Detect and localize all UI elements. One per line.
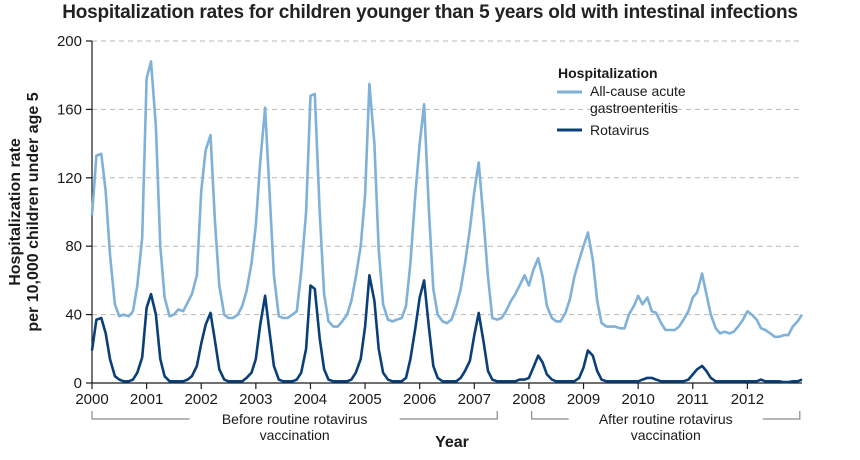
- legend-label-rotavirus: Rotavirus: [590, 122, 649, 138]
- x-tick-labels: 2000 2001 2002 2003 2004 2005 2006 2007 2008 2009…: [75, 383, 764, 408]
- y-tick-label-160: 160: [57, 101, 82, 118]
- x-tick-label-2005: 2005: [348, 391, 381, 408]
- x-tick-label-2003: 2003: [239, 391, 272, 408]
- period-bracket-left-before: [91, 411, 190, 420]
- x-tick-label-2001: 2001: [130, 391, 163, 408]
- y-tick-labels: 0 40 80 120 160 200: [57, 33, 92, 392]
- y-tick-label-40: 40: [65, 307, 82, 324]
- x-tick-label-2010: 2010: [621, 391, 654, 408]
- x-tick-label-2006: 2006: [403, 391, 436, 408]
- y-tick-label-120: 120: [57, 170, 82, 187]
- x-axis-title: Year: [435, 434, 469, 451]
- y-axis-title-line-1: Hospitalization rate: [7, 138, 24, 286]
- axes: [91, 41, 802, 384]
- legend: Hospitalization All-cause acute gastroen…: [557, 65, 686, 138]
- period-bracket-right-before: [399, 411, 498, 420]
- x-tick-label-2011: 2011: [677, 391, 709, 408]
- period-label-before-line-2: vaccination: [260, 427, 330, 443]
- legend-label-all-cause-line-1: All-cause acute: [590, 83, 686, 99]
- gridlines: [92, 40, 802, 316]
- period-label-after-line-1: After routine rotavirus: [599, 411, 733, 427]
- x-tick-label-2002: 2002: [185, 391, 218, 408]
- x-tick-label-2012: 2012: [731, 391, 764, 408]
- period-bracket-right-after: [762, 411, 801, 420]
- x-tick-label-2007: 2007: [458, 391, 491, 408]
- y-tick-label-80: 80: [65, 238, 82, 255]
- series-lines: [90, 60, 804, 384]
- y-tick-label-200: 200: [57, 33, 82, 50]
- period-brackets: Before routine rotavirusvaccinationAfter…: [91, 411, 801, 443]
- series-line-all-cause-gastroenteritis: [90, 60, 804, 339]
- legend-label-all-cause-line-2: gastroenteritis: [590, 100, 678, 116]
- y-axis-title-line-2: per 10,000 children under age 5: [25, 92, 42, 331]
- x-tick-label-2009: 2009: [567, 391, 600, 408]
- period-label-after-line-2: vaccination: [631, 427, 701, 443]
- y-tick-label-0: 0: [74, 375, 82, 392]
- x-tick-label-2008: 2008: [512, 391, 545, 408]
- series-line-rotavirus: [90, 274, 803, 384]
- period-label-before-line-1: Before routine rotavirus: [222, 411, 368, 427]
- legend-title: Hospitalization: [558, 65, 658, 81]
- chart-title: Hospitalization rates for children young…: [62, 2, 798, 23]
- y-axis-title: Hospitalization rate per 10,000 children…: [7, 92, 42, 331]
- period-bracket-left-after: [531, 411, 569, 420]
- x-tick-label-2004: 2004: [294, 391, 327, 408]
- x-tick-label-2000: 2000: [75, 391, 108, 408]
